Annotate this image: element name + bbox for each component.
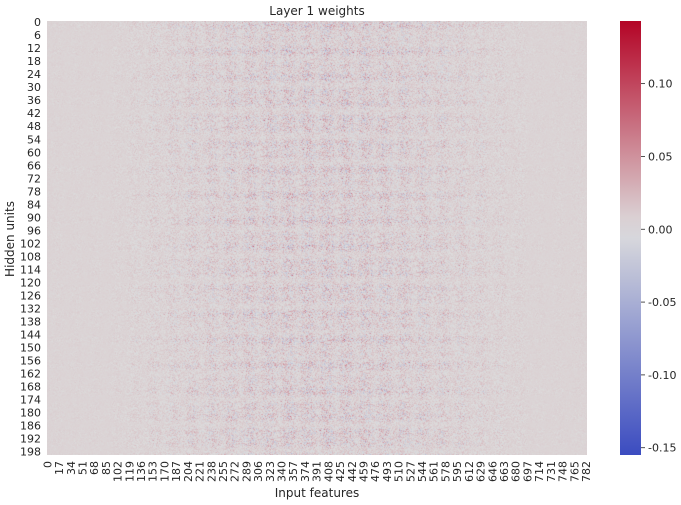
x-tick-label: 85 — [100, 461, 113, 475]
x-tick-label: 476 — [369, 461, 382, 482]
heatmap-image — [47, 21, 587, 455]
y-tick-label: 162 — [20, 368, 41, 381]
y-tick-label: 186 — [20, 420, 41, 433]
y-axis-label: Hidden units — [3, 201, 17, 277]
y-tick-label: 96 — [27, 224, 41, 237]
x-tick-label: 391 — [311, 461, 324, 482]
x-tick-label: 765 — [568, 461, 581, 482]
x-tick-label: 306 — [252, 461, 265, 482]
y-tick-label: 144 — [20, 329, 41, 342]
x-tick-label: 595 — [451, 461, 464, 482]
x-tick-label: 442 — [346, 461, 359, 482]
x-tick-label: 612 — [463, 461, 476, 482]
y-tick-label: 60 — [27, 146, 41, 159]
y-tick-label: 18 — [27, 55, 41, 68]
y-tick-label: 180 — [20, 407, 41, 420]
y-tick-label: 12 — [27, 42, 41, 55]
x-tick-label: 646 — [486, 461, 499, 482]
colorbar — [620, 21, 641, 455]
x-tick-label: 425 — [334, 461, 347, 482]
y-tick-label: 174 — [20, 394, 41, 407]
x-axis-label: Input features — [275, 486, 359, 500]
x-tick-label: 510 — [393, 461, 406, 482]
chart-title: Layer 1 weights — [269, 4, 364, 18]
colorbar-tick-label: 0.00 — [648, 223, 673, 236]
y-tick-label: 126 — [20, 290, 41, 303]
x-tick-label: 374 — [299, 461, 312, 482]
x-tick-label: 459 — [357, 461, 370, 482]
x-tick-label: 731 — [545, 461, 558, 482]
x-tick-label: 34 — [65, 461, 78, 475]
y-tick-label: 42 — [27, 107, 41, 120]
x-tick-label: 748 — [557, 461, 570, 482]
x-tick-label: 17 — [53, 461, 66, 475]
colorbar-tick-label: 0.05 — [648, 150, 673, 163]
x-tick-label: 272 — [229, 461, 242, 482]
x-tick-label: 629 — [475, 461, 488, 482]
x-tick-label: 714 — [533, 461, 546, 482]
y-tick-label: 108 — [20, 250, 41, 263]
x-tick-label: 357 — [287, 461, 300, 482]
x-tick-label: 561 — [428, 461, 441, 482]
y-tick-label: 198 — [20, 446, 41, 459]
x-tick-label: 782 — [580, 461, 593, 482]
x-tick-label: 221 — [194, 461, 207, 482]
y-tick-label: 0 — [34, 16, 41, 29]
x-tick-label: 51 — [76, 461, 89, 475]
y-tick-label: 120 — [20, 276, 41, 289]
x-tick-label: 340 — [276, 461, 289, 482]
y-tick-label: 168 — [20, 381, 41, 394]
colorbar-ticks: 0.10 0.05 0.00 -0.05 -0.10 -0.15 — [641, 78, 676, 455]
y-tick-label: 90 — [27, 211, 41, 224]
y-tick-label: 24 — [27, 68, 41, 81]
colorbar-tick-label: -0.10 — [648, 369, 676, 382]
y-axis-ticks: 0612182430364248546066727884909610210811… — [20, 16, 41, 459]
y-tick-label: 150 — [20, 342, 41, 355]
y-tick-label: 156 — [20, 355, 41, 368]
x-tick-label: 119 — [123, 461, 136, 482]
y-tick-label: 132 — [20, 303, 41, 316]
x-tick-label: 323 — [264, 461, 277, 482]
y-tick-label: 102 — [20, 237, 41, 250]
colorbar-tick-label: -0.05 — [648, 296, 676, 309]
x-tick-label: 153 — [147, 461, 160, 482]
x-tick-label: 697 — [521, 461, 534, 482]
x-tick-label: 170 — [158, 461, 171, 482]
y-tick-label: 6 — [34, 29, 41, 42]
x-tick-label: 289 — [240, 461, 253, 482]
x-tick-label: 136 — [135, 461, 148, 482]
x-tick-label: 0 — [41, 461, 54, 468]
y-tick-label: 138 — [20, 316, 41, 329]
y-tick-label: 192 — [20, 433, 41, 446]
x-tick-label: 238 — [205, 461, 218, 482]
y-tick-label: 78 — [27, 185, 41, 198]
y-tick-label: 54 — [27, 133, 41, 146]
x-tick-label: 680 — [510, 461, 523, 482]
y-tick-label: 72 — [27, 172, 41, 185]
colorbar-tick-label: -0.15 — [648, 442, 676, 455]
heatmap-cells — [47, 21, 587, 455]
y-tick-label: 48 — [27, 120, 41, 133]
x-tick-label: 578 — [439, 461, 452, 482]
x-axis-ticks: 0173451688510211913615317018720422123825… — [41, 461, 593, 482]
x-tick-label: 663 — [498, 461, 511, 482]
x-tick-label: 255 — [217, 461, 230, 482]
y-tick-label: 84 — [27, 198, 41, 211]
x-tick-label: 68 — [88, 461, 101, 475]
y-tick-label: 66 — [27, 159, 41, 172]
colorbar-tick-label: 0.10 — [648, 78, 673, 91]
x-tick-label: 527 — [404, 461, 417, 482]
y-tick-label: 114 — [20, 263, 41, 276]
x-tick-label: 204 — [182, 461, 195, 482]
x-tick-label: 544 — [416, 461, 429, 482]
x-tick-label: 187 — [170, 461, 183, 482]
x-tick-label: 102 — [112, 461, 125, 482]
y-tick-label: 36 — [27, 94, 41, 107]
x-tick-label: 493 — [381, 461, 394, 482]
x-tick-label: 408 — [322, 461, 335, 482]
y-tick-label: 30 — [27, 81, 41, 94]
